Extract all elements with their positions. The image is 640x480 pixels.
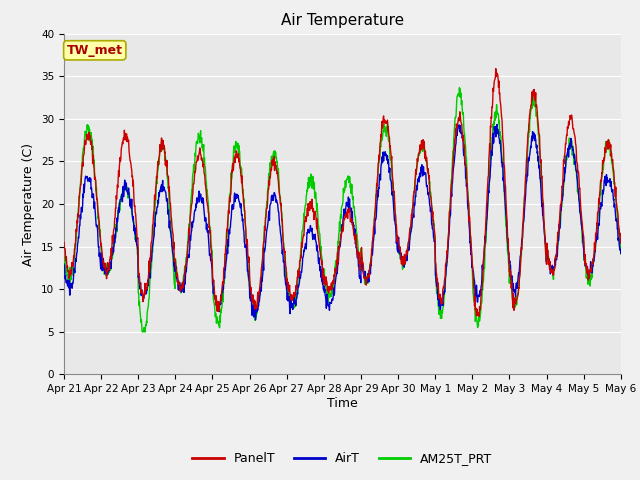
AirT bbox=[252, 317, 259, 323]
AirT bbox=[429, 227, 437, 233]
PanelT bbox=[246, 282, 254, 288]
AirT bbox=[502, 213, 510, 219]
AM25T_PRT bbox=[456, 84, 463, 90]
AM25T_PRT bbox=[246, 294, 254, 300]
AirT bbox=[493, 121, 501, 127]
AirT bbox=[184, 252, 191, 258]
AM25T_PRT bbox=[502, 221, 510, 227]
PanelT bbox=[552, 254, 559, 260]
PanelT bbox=[60, 240, 68, 245]
AM25T_PRT bbox=[552, 260, 559, 265]
Title: Air Temperature: Air Temperature bbox=[281, 13, 404, 28]
Y-axis label: Air Temperature (C): Air Temperature (C) bbox=[22, 143, 35, 265]
AirT bbox=[246, 289, 254, 295]
Legend: PanelT, AirT, AM25T_PRT: PanelT, AirT, AM25T_PRT bbox=[188, 447, 497, 470]
PanelT bbox=[429, 209, 436, 215]
Text: TW_met: TW_met bbox=[67, 44, 123, 57]
AirT bbox=[60, 261, 68, 267]
AM25T_PRT bbox=[184, 234, 192, 240]
PanelT bbox=[617, 240, 625, 246]
AM25T_PRT bbox=[617, 251, 625, 257]
Line: AirT: AirT bbox=[64, 124, 621, 320]
AirT bbox=[552, 263, 559, 268]
AM25T_PRT bbox=[429, 221, 437, 227]
AirT bbox=[617, 251, 625, 256]
PanelT bbox=[170, 258, 178, 264]
AirT bbox=[170, 260, 178, 265]
PanelT bbox=[502, 203, 510, 209]
AM25T_PRT bbox=[60, 254, 68, 260]
PanelT bbox=[476, 313, 483, 319]
AM25T_PRT bbox=[138, 329, 146, 335]
X-axis label: Time: Time bbox=[327, 397, 358, 410]
PanelT bbox=[492, 66, 500, 72]
AM25T_PRT bbox=[171, 282, 179, 288]
Line: AM25T_PRT: AM25T_PRT bbox=[64, 87, 621, 332]
PanelT bbox=[184, 245, 191, 251]
Line: PanelT: PanelT bbox=[64, 69, 621, 316]
